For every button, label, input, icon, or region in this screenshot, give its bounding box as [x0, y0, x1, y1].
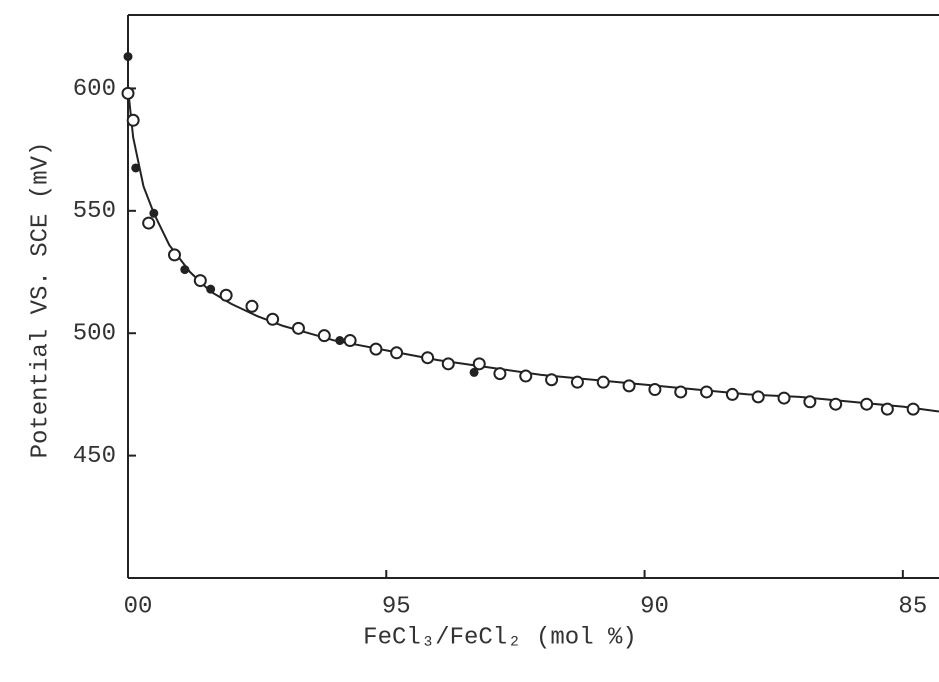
- open-point: [570, 375, 584, 389]
- open-point: [777, 391, 791, 405]
- filled-point: [469, 367, 479, 377]
- open-point: [596, 375, 610, 389]
- fit-curve: [127, 88, 939, 413]
- x-tick-label: 95: [382, 593, 411, 620]
- open-point: [906, 402, 920, 416]
- filled-point: [123, 52, 133, 62]
- open-point: [803, 395, 817, 409]
- open-point: [291, 321, 305, 335]
- x-tick-label: 90: [640, 593, 669, 620]
- open-point: [369, 342, 383, 356]
- filled-point: [180, 265, 190, 275]
- filled-point: [131, 163, 141, 173]
- filled-point: [335, 336, 345, 346]
- open-point: [829, 397, 843, 411]
- open-point: [126, 113, 140, 127]
- open-point: [674, 385, 688, 399]
- open-point: [880, 402, 894, 416]
- open-point: [167, 248, 181, 262]
- open-point: [860, 397, 874, 411]
- x-axis-label: FeCl₃/FeCl₂ (mol %): [363, 624, 637, 651]
- open-point: [441, 357, 455, 371]
- open-point: [472, 357, 486, 371]
- open-point: [700, 385, 714, 399]
- open-point: [751, 390, 765, 404]
- open-point: [219, 288, 233, 302]
- open-point: [622, 379, 636, 393]
- y-tick-label: 600: [73, 76, 116, 103]
- filled-point: [206, 284, 216, 294]
- open-point: [519, 369, 533, 383]
- open-point: [390, 346, 404, 360]
- open-point: [545, 373, 559, 387]
- open-point: [266, 312, 280, 326]
- y-tick-label: 500: [73, 321, 116, 348]
- y-tick-label: 450: [73, 443, 116, 470]
- open-point: [121, 86, 135, 100]
- y-tick-label: 550: [73, 198, 116, 225]
- x-tick-label: 00: [124, 593, 153, 620]
- x-tick-label: 85: [898, 593, 927, 620]
- open-point: [648, 383, 662, 397]
- open-point: [421, 351, 435, 365]
- open-point: [193, 274, 207, 288]
- open-point: [725, 387, 739, 401]
- filled-point: [149, 208, 159, 218]
- open-point: [493, 367, 507, 381]
- open-point: [142, 216, 156, 230]
- open-point: [343, 334, 357, 348]
- open-point: [245, 299, 259, 313]
- open-point: [317, 329, 331, 343]
- y-axis-label: Potential VS. SCE (mV): [27, 142, 54, 459]
